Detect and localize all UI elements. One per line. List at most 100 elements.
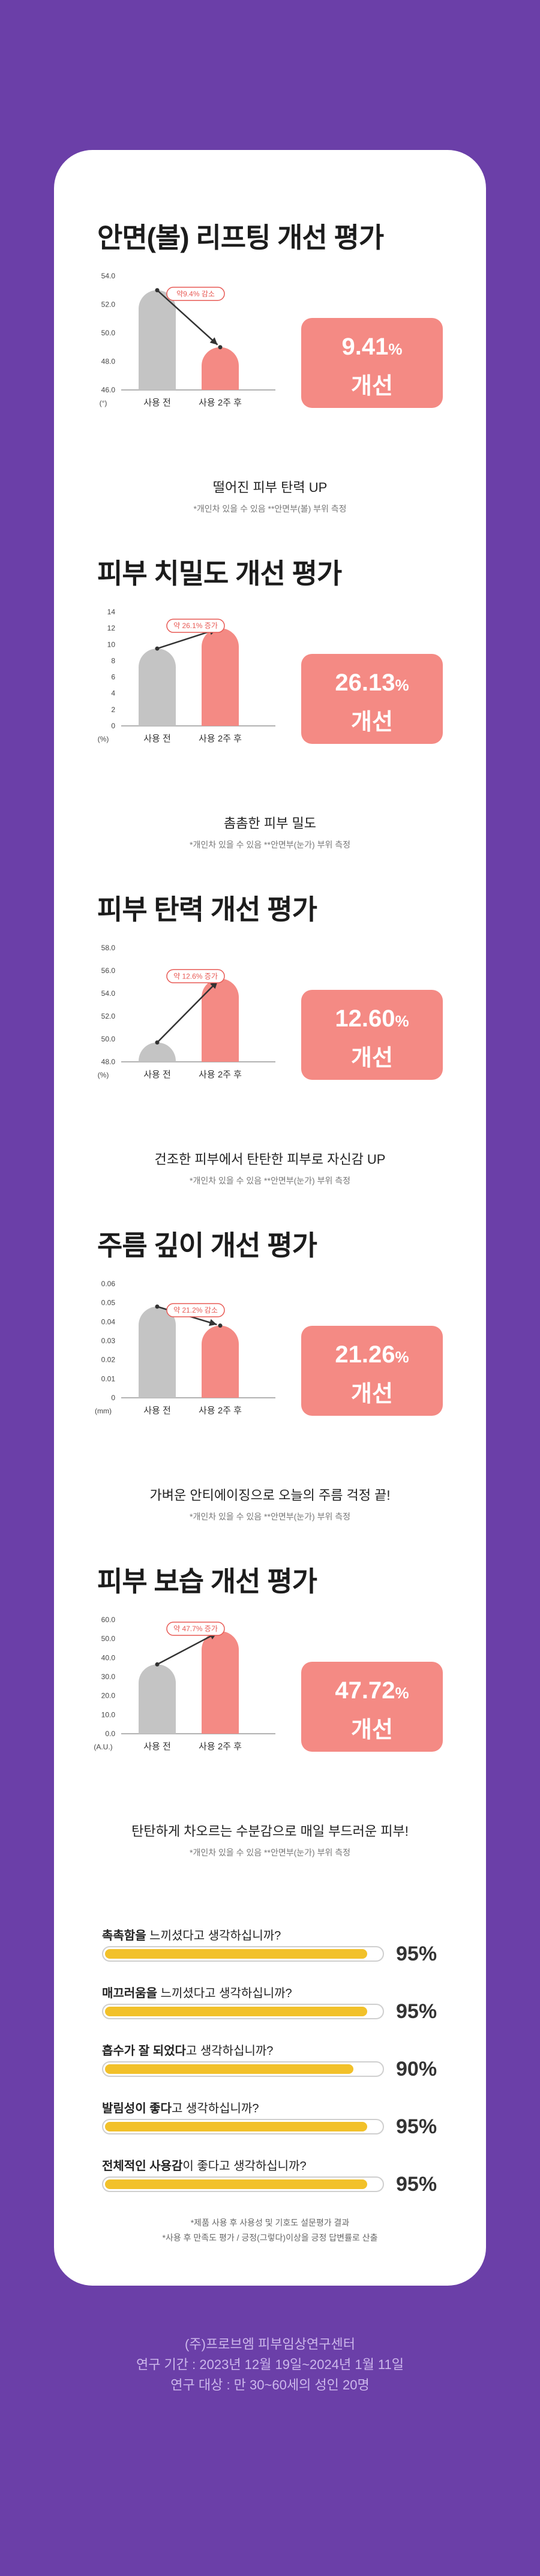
x-tick-label: 사용 전 bbox=[143, 398, 171, 408]
result-value: 12.60 bbox=[335, 1005, 395, 1032]
y-tick-label: 0 bbox=[111, 722, 115, 730]
result-unit: % bbox=[395, 1684, 409, 1702]
bar bbox=[202, 1631, 239, 1734]
survey-item: 흡수가 잘 되었다고 생각하십니까? 90% bbox=[102, 2041, 462, 2098]
y-tick-label: 10 bbox=[107, 640, 116, 648]
survey-bar-fill bbox=[105, 2122, 367, 2131]
chart-density: 14 12 10 8 6 4 2 0 사용 전 사용 2주 후 (%) 약 26.1% 증가 bbox=[98, 608, 275, 744]
bar bbox=[139, 290, 176, 390]
result-value: 21.26 bbox=[335, 1341, 395, 1368]
y-tick-label: 52.0 bbox=[101, 301, 116, 309]
result-percent: 21.26% bbox=[301, 1341, 443, 1368]
y-tick-label: 48.0 bbox=[101, 358, 116, 366]
section-caption: 촘촘한 피부 밀도 bbox=[224, 816, 316, 831]
x-tick-label: 사용 2주 후 bbox=[199, 398, 242, 408]
result-unit: % bbox=[388, 340, 403, 358]
result-badge: 21.26% 개선 bbox=[301, 1326, 443, 1416]
survey-bar-track bbox=[102, 2061, 384, 2077]
survey-question-keyword: 촉촉함을 bbox=[102, 1929, 146, 1942]
y-tick-label: 30.0 bbox=[101, 1673, 116, 1681]
section-elasticity: 피부 탄력 개선 평가 58.0 56.0 54.0 52.0 50.0 48.0 사용 전… bbox=[54, 888, 486, 1260]
change-annotation: 약9.4% 감소 bbox=[176, 289, 215, 298]
result-percent: 26.13% bbox=[301, 669, 443, 696]
result-badge: 12.60% 개선 bbox=[301, 990, 443, 1080]
survey-bar-track bbox=[102, 2119, 384, 2134]
y-tick-label: 48.0 bbox=[101, 1058, 116, 1066]
survey-footnote: *제품 사용 후 사용성 및 기호도 설문평가 결과 bbox=[190, 2218, 350, 2227]
survey-bar-track bbox=[102, 1946, 384, 1962]
change-annotation-pill bbox=[166, 1622, 225, 1636]
section-caption: 건조한 피부에서 탄탄한 피부로 자신감 UP bbox=[154, 1152, 386, 1167]
survey-question-keyword: 발림성이 좋다 bbox=[102, 2102, 172, 2115]
survey-question-keyword: 매끄러움을 bbox=[102, 1987, 157, 2000]
chart-wrinkle: 0.06 0.05 0.04 0.03 0.02 0.01 0 사용 전 사용 2주 후 (mm)… bbox=[95, 1280, 275, 1416]
y-tick-label: 0.05 bbox=[101, 1299, 116, 1307]
chart-elasticity: 58.0 56.0 54.0 52.0 50.0 48.0 사용 전 사용 2주 후 (%) 약 … bbox=[98, 944, 275, 1080]
y-tick-label: 0.06 bbox=[101, 1280, 116, 1288]
trend-arrow-line bbox=[157, 980, 218, 1043]
chart-moisture: 60.0 50.0 40.0 30.0 20.0 10.0 0.0 사용 전 사용 2주 후 (A… bbox=[94, 1616, 275, 1752]
trend-arrow-line bbox=[157, 289, 218, 346]
unit-label: (%) bbox=[98, 1071, 109, 1079]
survey-footnote: *사용 후 만족도 평가 / 긍정(그렇다)이상을 긍정 답변률로 산출 bbox=[162, 2233, 378, 2242]
section-note: *개인차 있을 수 있음 **안면부(볼) 부위 측정 bbox=[193, 504, 347, 514]
y-tick-label: 0.0 bbox=[105, 1730, 115, 1738]
credit-subjects: 연구 대상 : 만 30~60세의 성인 20명 bbox=[170, 2377, 370, 2392]
survey-item: 전체적인 사용감이 좋다고 생각하십니까? 95% bbox=[102, 2156, 462, 2214]
x-tick-label: 사용 2주 후 bbox=[199, 1742, 242, 1752]
unit-label: (%) bbox=[98, 735, 109, 743]
change-annotation-pill bbox=[166, 619, 225, 633]
survey-question-rest: 고 생각하십니까? bbox=[171, 2102, 259, 2115]
result-label: 개선 bbox=[351, 1718, 393, 1743]
survey-bar-track bbox=[102, 2004, 384, 2019]
result-label: 개선 bbox=[351, 374, 393, 399]
section-title: 피부 탄력 개선 평가 bbox=[97, 894, 317, 925]
section-title: 피부 치밀도 개선 평가 bbox=[97, 558, 342, 589]
section-title: 안면(볼) 리프팅 개선 평가 bbox=[97, 222, 384, 253]
y-tick-label: 0 bbox=[111, 1394, 115, 1402]
survey-question: 발림성이 좋다고 생각하십니까? bbox=[102, 2098, 259, 2116]
y-tick-label: 8 bbox=[111, 656, 115, 665]
y-tick-label: 0.01 bbox=[101, 1374, 116, 1383]
data-point bbox=[218, 1323, 223, 1328]
x-tick-label: 사용 전 bbox=[143, 1406, 171, 1416]
survey-bar-fill bbox=[105, 2007, 367, 2016]
result-value: 9.41 bbox=[341, 334, 389, 360]
bar bbox=[139, 1307, 176, 1398]
section-note: *개인차 있을 수 있음 **안면부(눈가) 부위 측정 bbox=[190, 1512, 350, 1521]
bar bbox=[202, 1325, 239, 1398]
y-tick-label: 58.0 bbox=[101, 944, 116, 952]
y-tick-label: 10.0 bbox=[101, 1710, 116, 1719]
y-tick-label: 40.0 bbox=[101, 1653, 116, 1662]
y-tick-label: 54.0 bbox=[101, 989, 116, 998]
bar bbox=[202, 628, 239, 726]
y-tick-label: 14 bbox=[107, 608, 116, 616]
y-tick-label: 0.02 bbox=[101, 1356, 116, 1364]
y-tick-label: 60.0 bbox=[101, 1616, 116, 1624]
change-annotation: 약 12.6% 증가 bbox=[173, 971, 218, 980]
credit-period: 연구 기간 : 2023년 12월 19일~2024년 1월 11일 bbox=[136, 2357, 404, 2372]
result-unit: % bbox=[395, 1348, 409, 1366]
result-label: 개선 bbox=[351, 1382, 393, 1407]
survey-bar-fill bbox=[105, 2064, 353, 2074]
trend-arrow-line bbox=[157, 1632, 218, 1665]
y-tick-label: 2 bbox=[111, 705, 115, 714]
x-tick-label: 사용 2주 후 bbox=[199, 734, 242, 744]
x-tick-label: 사용 전 bbox=[143, 734, 171, 744]
trend-arrow-head bbox=[209, 337, 218, 345]
y-tick-label: 56.0 bbox=[101, 966, 116, 975]
survey-bar-fill bbox=[105, 1949, 367, 1959]
satisfaction-survey: 촉촉함을 느끼셨다고 생각하십니까? 95% 매끄러움을 느끼셨다고 생각하십니… bbox=[102, 1926, 462, 2214]
bar bbox=[139, 1664, 176, 1734]
y-tick-label: 0.04 bbox=[101, 1317, 116, 1326]
change-annotation-pill bbox=[166, 1303, 225, 1317]
result-percent: 9.41% bbox=[301, 334, 443, 361]
change-annotation-pill bbox=[166, 969, 225, 984]
section-note: *개인차 있을 수 있음 **안면부(눈가) 부위 측정 bbox=[190, 1848, 350, 1857]
survey-question-rest: 느끼셨다고 생각하십니까? bbox=[157, 1987, 292, 2000]
change-annotation: 약 26.1% 증가 bbox=[173, 621, 218, 630]
survey-question-rest: 이 좋다고 생각하십니까? bbox=[182, 2160, 307, 2173]
section-caption: 떨어진 피부 탄력 UP bbox=[212, 480, 328, 495]
y-tick-label: 50.0 bbox=[101, 1035, 116, 1043]
x-tick-label: 사용 2주 후 bbox=[199, 1406, 242, 1416]
